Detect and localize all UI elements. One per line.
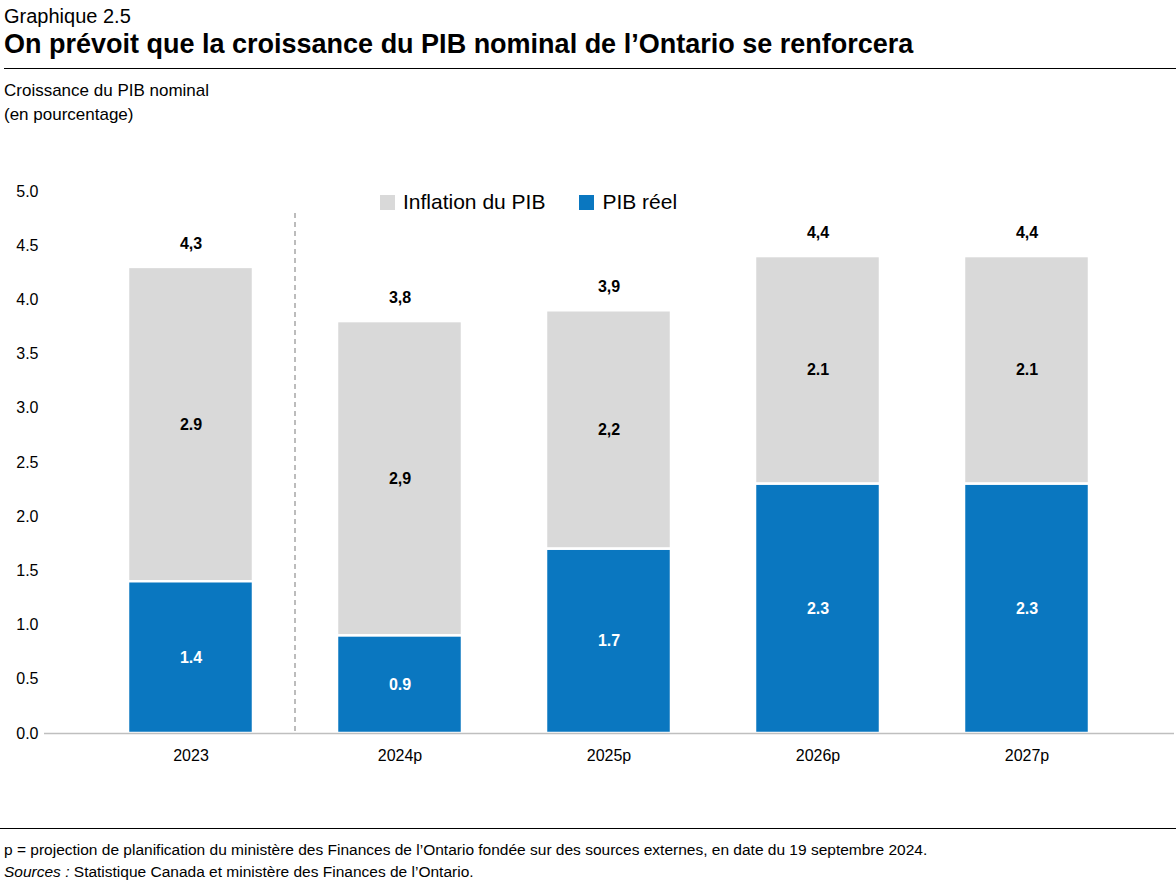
svg-text:3.0: 3.0 [16,399,38,416]
svg-text:2,2: 2,2 [598,421,620,438]
svg-text:4.0: 4.0 [16,291,38,308]
svg-text:4.5: 4.5 [16,237,38,254]
svg-text:1.4: 1.4 [180,649,202,666]
svg-text:2.3: 2.3 [1016,600,1038,617]
svg-text:2026p: 2026p [796,747,841,764]
html-text:Croissance du PIB nominal (en: Croissance du PIB nominal (en pourcentag… [4,81,209,124]
svg-text:2.3: 2.3 [807,600,829,617]
svg-text:5.0: 5.0 [16,183,38,200]
svg-text:2025p: 2025p [587,747,632,764]
html-text:PIB réel: PIB réel [602,190,678,213]
html-text:Inflation du PIB: Inflation du PIB [403,190,546,213]
svg-text:1.5: 1.5 [16,562,38,579]
svg-text:0.9: 0.9 [389,676,411,693]
svg-text:4,4: 4,4 [1016,224,1038,241]
svg-text:0.5: 0.5 [16,670,38,687]
svg-text:2.1: 2.1 [807,361,829,378]
svg-text:3,8: 3,8 [389,289,411,306]
svg-text:4,4: 4,4 [807,224,829,241]
svg-text:2.1: 2.1 [1016,361,1038,378]
svg-text:0.0: 0.0 [16,725,38,742]
html-text:Sources : Statistique Canada e: Sources : Statistique Canada et ministèr… [4,863,474,880]
svg-text:2024p: 2024p [378,747,423,764]
svg-text:2027p: 2027p [1005,747,1050,764]
svg-text:2.0: 2.0 [16,508,38,525]
html-text:p = projection de planificatio: p = projection de planification du minis… [4,841,928,858]
svg-text:3,9: 3,9 [598,278,620,295]
svg-text:1.7: 1.7 [598,632,620,649]
svg-text:2,9: 2,9 [389,470,411,487]
svg-text:3.5: 3.5 [16,345,38,362]
svg-text:2023: 2023 [173,747,209,764]
html-text:Graphique 2.5: Graphique 2.5 [4,5,131,27]
html-text:On prévoit que la croissance d: On prévoit que la croissance du PIB nomi… [4,29,914,59]
svg-text:4,3: 4,3 [180,235,202,252]
svg-text:1.0: 1.0 [16,616,38,633]
svg-text:2.9: 2.9 [180,416,202,433]
svg-text:2.5: 2.5 [16,454,38,471]
